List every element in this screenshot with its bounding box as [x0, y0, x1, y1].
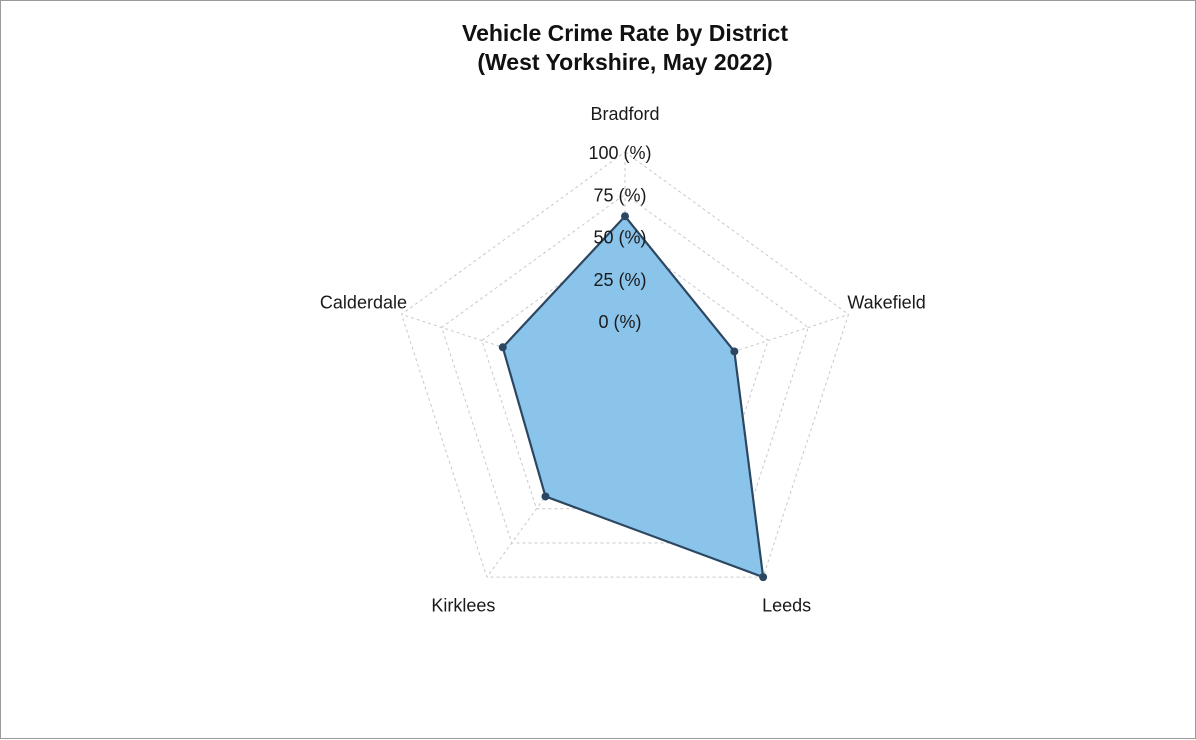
radial-tick-labels: 0 (%) 25 (%) 50 (%) 75 (%) 100 (%) — [588, 143, 651, 332]
grid-ring — [400, 151, 850, 578]
data-point-calderdale — [498, 343, 507, 352]
series-area — [501, 215, 765, 579]
grid-spoke — [687, 313, 849, 368]
data-point-kirklees — [541, 492, 550, 501]
axis-label-wakefield: Wakefield — [847, 293, 925, 313]
tick-label: 75 (%) — [593, 185, 646, 205]
tick-label: 50 (%) — [593, 228, 646, 248]
axis-labels: Bradford Wakefield Leeds Kirklees Calderdale — [320, 104, 926, 615]
axis-label-kirklees: Kirklees — [431, 595, 495, 615]
tick-label: 0 (%) — [598, 312, 641, 332]
axis-label-calderdale: Calderdale — [320, 293, 407, 313]
tick-label: 25 (%) — [593, 270, 646, 290]
grid-spoke — [486, 440, 587, 578]
radar-series — [498, 212, 768, 582]
chart-title-line-1: Vehicle Crime Rate by District — [462, 20, 788, 46]
grid-ring — [441, 193, 809, 544]
tick-label: 100 (%) — [588, 143, 651, 163]
data-point-bradford — [621, 212, 629, 221]
chart-title-line-2: (West Yorkshire, May 2022) — [477, 49, 772, 75]
data-point-leeds — [759, 573, 768, 582]
data-point-wakefield — [730, 347, 739, 356]
grid-spoke — [401, 313, 563, 368]
axis-label-bradford: Bradford — [590, 104, 659, 124]
axis-label-leeds: Leeds — [762, 595, 811, 615]
